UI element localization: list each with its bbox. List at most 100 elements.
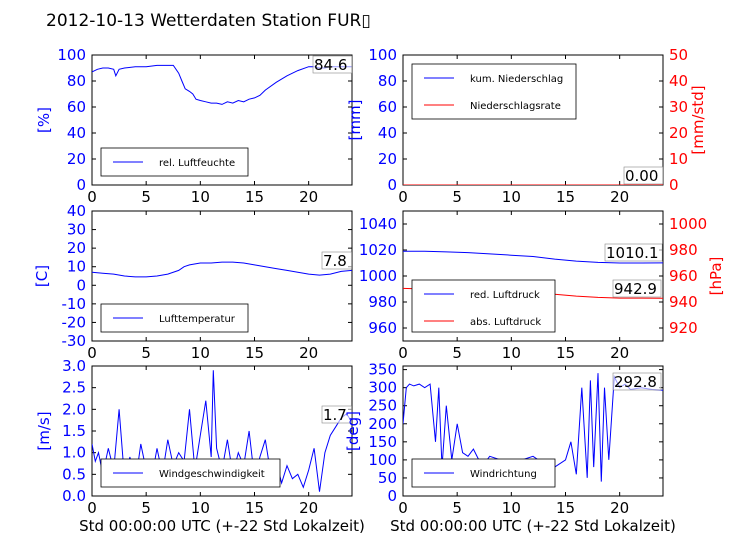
x-tick-label: 20 bbox=[610, 188, 629, 206]
annotation-label: 0.00 bbox=[625, 167, 658, 185]
y-tick-label: 80 bbox=[67, 72, 86, 90]
legend-label: kum. Niederschlag bbox=[470, 74, 563, 85]
y2-tick-label: 40 bbox=[669, 72, 688, 90]
x-tick-label: 10 bbox=[191, 499, 210, 517]
x-tick-label: 20 bbox=[299, 188, 318, 206]
y2-tick-label: 980 bbox=[669, 241, 698, 259]
x-tick-label: 0 bbox=[398, 344, 408, 362]
x-tick-label: 20 bbox=[610, 344, 629, 362]
x-tick-label: 15 bbox=[245, 499, 264, 517]
x-tick-label: 5 bbox=[141, 499, 151, 517]
y-tick-label: 20 bbox=[67, 150, 86, 168]
y-tick-label: 100 bbox=[57, 46, 86, 64]
legend-label: red. Luftdruck bbox=[470, 290, 540, 301]
y-axis-label: [m/s] bbox=[35, 411, 53, 450]
y-tick-label: 960 bbox=[368, 319, 397, 337]
y-tick-label: 300 bbox=[368, 379, 397, 397]
x-tick-label: 15 bbox=[556, 499, 575, 517]
y-tick-label: 2.0 bbox=[62, 400, 86, 418]
x-tick-label: 20 bbox=[299, 499, 318, 517]
chart-windspeed: 0 5 10 15 20 0.0 0.5 1.0 1.5 2.0 2.5 3.0 [m/s] Std 00… bbox=[35, 357, 365, 535]
x-axis-label: Std 00:00:00 UTC (+-22 Std Lokalzeit) bbox=[390, 517, 676, 535]
figure-title: 2012-10-13 Wetterdaten Station FUR▯ bbox=[46, 11, 371, 31]
x-tick-label: 15 bbox=[556, 344, 575, 362]
y-tick-label: 40 bbox=[67, 202, 86, 220]
annotation-label: 292.8 bbox=[614, 373, 657, 391]
y-tick-label: 20 bbox=[378, 150, 397, 168]
y2-tick-label: 50 bbox=[669, 46, 688, 64]
x-tick-label: 5 bbox=[452, 499, 462, 517]
x-tick-label: 5 bbox=[452, 188, 462, 206]
x-tick-label: 0 bbox=[87, 188, 97, 206]
y-tick-label: 150 bbox=[368, 433, 397, 451]
y2-tick-label: 960 bbox=[669, 267, 698, 285]
y-tick-label: 80 bbox=[378, 72, 397, 90]
chart-humidity: 0 5 10 15 20 0 20 40 60 80 100 [%] rel. Luftfeuchte 8… bbox=[35, 46, 353, 206]
annotation-box bbox=[604, 243, 663, 262]
y2-tick-label: 10 bbox=[669, 150, 688, 168]
y-axis-label: [mm] bbox=[346, 100, 364, 141]
series-line-humidity-0 bbox=[92, 64, 352, 105]
legend-precipitation: kum. Niederschlag Niederschlagsrate bbox=[411, 63, 577, 120]
y-tick-label: -30 bbox=[62, 332, 87, 350]
y-tick-label: 1020 bbox=[359, 241, 397, 259]
series-line-temperature-0 bbox=[92, 261, 352, 278]
x-tick-label: 15 bbox=[556, 188, 575, 206]
x-tick-label: 10 bbox=[191, 188, 210, 206]
y-tick-label: 2.5 bbox=[62, 379, 86, 397]
annotation-label: 1010.1 bbox=[606, 244, 659, 262]
annotation-box bbox=[321, 251, 352, 270]
legend-winddirection: Windrichtung bbox=[411, 458, 556, 488]
y2-tick-label: 940 bbox=[669, 293, 698, 311]
y-axis-label: [deg] bbox=[344, 411, 362, 451]
y-tick-label: 3.0 bbox=[62, 357, 86, 375]
y-tick-label: 0.0 bbox=[62, 487, 86, 505]
y-tick-label: 200 bbox=[368, 415, 397, 433]
x-tick-label: 10 bbox=[191, 344, 210, 362]
legend-pressure: red. Luftdruck abs. Luftdruck bbox=[411, 279, 556, 333]
annotation-box bbox=[623, 166, 664, 185]
y-tick-label: 0 bbox=[76, 276, 86, 294]
y2-tick-label: 0 bbox=[669, 176, 679, 194]
y-tick-label: 10 bbox=[67, 258, 86, 276]
y-tick-label: 60 bbox=[378, 98, 397, 116]
y-axis-label: [C] bbox=[33, 265, 51, 287]
x-tick-label: 15 bbox=[245, 188, 264, 206]
x-tick-label: 0 bbox=[87, 344, 97, 362]
x-tick-label: 0 bbox=[87, 499, 97, 517]
y-axis-label: [%] bbox=[35, 107, 53, 133]
y-tick-label: 40 bbox=[378, 124, 397, 142]
y-tick-label: 0 bbox=[76, 176, 86, 194]
y-tick-label: 1.5 bbox=[62, 422, 86, 440]
y-tick-label: 1000 bbox=[359, 267, 397, 285]
chart-temperature: 0 5 10 15 20-30-20-10010203040[C]Lufttempera… bbox=[33, 202, 353, 362]
legend-label: Lufttemperatur bbox=[159, 314, 236, 325]
annotation-label: 942.9 bbox=[614, 280, 657, 298]
x-tick-label: 5 bbox=[452, 344, 462, 362]
y-tick-label: 20 bbox=[67, 239, 86, 257]
y-tick-label: 50 bbox=[378, 469, 397, 487]
x-tick-label: 10 bbox=[502, 188, 521, 206]
y-tick-label: -20 bbox=[62, 313, 87, 331]
legend-label: rel. Luftfeuchte bbox=[159, 158, 235, 169]
y2-axis-label: [hPa] bbox=[707, 257, 725, 296]
x-tick-label: 15 bbox=[245, 344, 264, 362]
y2-tick-label: 30 bbox=[669, 98, 688, 116]
x-tick-label: 20 bbox=[299, 344, 318, 362]
y-tick-label: 0 bbox=[387, 176, 397, 194]
y-tick-label: 0.5 bbox=[62, 465, 86, 483]
x-tick-label: 10 bbox=[502, 499, 521, 517]
x-tick-label: 5 bbox=[141, 344, 151, 362]
legend-label: abs. Luftdruck bbox=[470, 317, 541, 328]
y-tick-label: 60 bbox=[67, 98, 86, 116]
x-axis-label: Std 00:00:00 UTC (+-22 Std Lokalzeit) bbox=[79, 517, 365, 535]
y-tick-label: 100 bbox=[368, 46, 397, 64]
annotation-box bbox=[612, 279, 662, 298]
y-tick-label: 1.0 bbox=[62, 444, 86, 462]
y-tick-label: 1040 bbox=[359, 215, 397, 233]
y-tick-label: 30 bbox=[67, 221, 86, 239]
y-tick-label: -10 bbox=[62, 295, 87, 313]
annotation-box bbox=[312, 55, 353, 74]
